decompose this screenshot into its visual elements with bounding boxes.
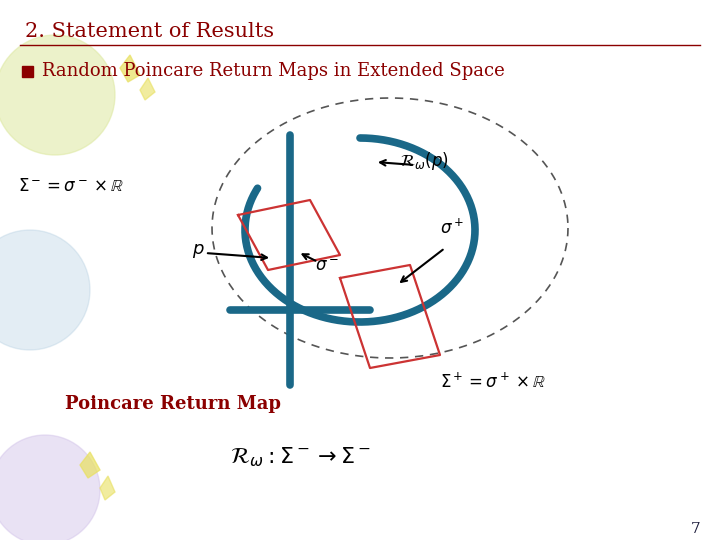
Text: Poincare Return Map: Poincare Return Map bbox=[65, 395, 281, 413]
Text: $p$: $p$ bbox=[192, 242, 204, 260]
Text: $\sigma^-$: $\sigma^-$ bbox=[315, 258, 339, 275]
Circle shape bbox=[0, 230, 90, 350]
Text: $\sigma^+$: $\sigma^+$ bbox=[440, 218, 464, 237]
Circle shape bbox=[0, 35, 115, 155]
Text: 2. Statement of Results: 2. Statement of Results bbox=[25, 22, 274, 41]
Text: $\Sigma^+=\sigma^+\times\mathbb{R}$: $\Sigma^+=\sigma^+\times\mathbb{R}$ bbox=[440, 372, 546, 391]
Polygon shape bbox=[80, 452, 100, 478]
Bar bbox=[22, 66, 33, 77]
Circle shape bbox=[0, 435, 100, 540]
Text: $\mathcal{R}_\omega:\Sigma^-\rightarrow\Sigma^-$: $\mathcal{R}_\omega:\Sigma^-\rightarrow\… bbox=[230, 445, 371, 469]
Text: $\Sigma^-=\sigma^-\times\mathbb{R}$: $\Sigma^-=\sigma^-\times\mathbb{R}$ bbox=[18, 178, 124, 195]
Text: 7: 7 bbox=[690, 522, 700, 536]
Text: $\mathcal{R}_\omega(p)$: $\mathcal{R}_\omega(p)$ bbox=[400, 150, 449, 172]
Polygon shape bbox=[140, 78, 155, 100]
Polygon shape bbox=[120, 55, 140, 82]
Text: Random Poincare Return Maps in Extended Space: Random Poincare Return Maps in Extended … bbox=[42, 62, 505, 80]
Polygon shape bbox=[100, 476, 115, 500]
